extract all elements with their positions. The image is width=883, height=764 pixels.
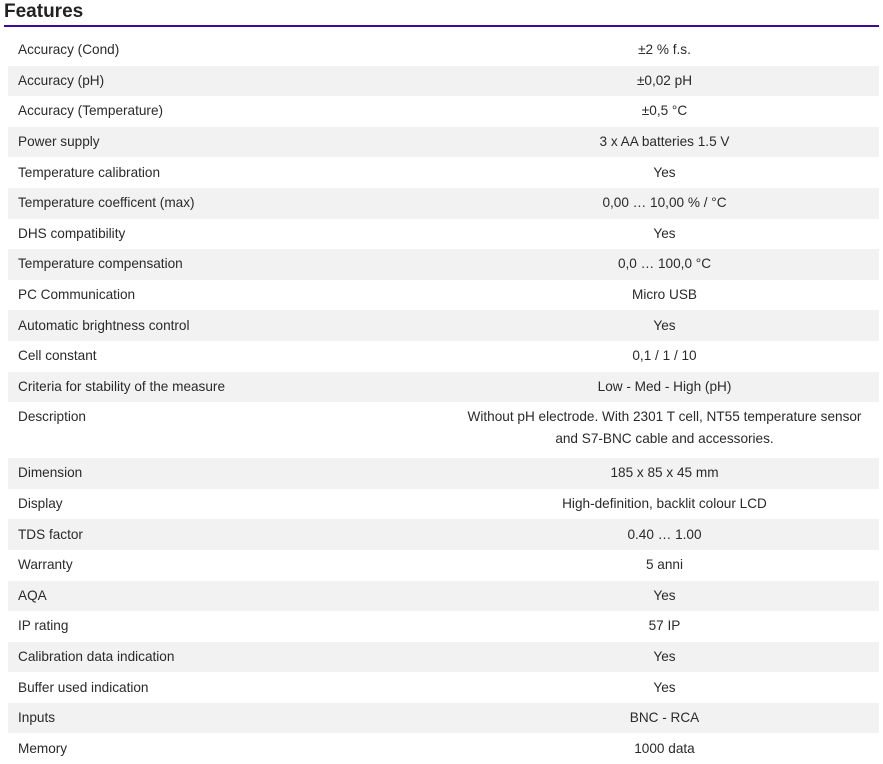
feature-value: 1000 data [634,740,695,756]
feature-label: Inputs [8,702,450,734]
table-row: Dimension 185 x 85 x 45 mm [8,458,879,489]
feature-value: Yes [450,641,879,673]
feature-label: Power supply [8,126,450,158]
feature-value: ±0,5 °C [641,103,688,119]
feature-value: 0.40 … 1.00 [450,519,879,550]
feature-label: Accuracy (Temperature) [18,103,164,119]
feature-value: Yes [653,679,676,695]
feature-label: Accuracy (pH) [8,65,450,97]
feature-value: 5 anni [645,557,684,573]
table-row: Accuracy (pH) ±0,02 pH [8,65,879,97]
feature-value: Yes [450,580,879,612]
table-row: Temperature coefficent (max) 0,00 … 10,00… [8,187,879,219]
feature-value: Micro USB [632,287,697,303]
table-row: Inputs BNC - RCA [8,702,879,734]
feature-label: Buffer used indication [18,679,149,695]
table-row: Accuracy (Cond) ±2 % f.s. [8,35,879,66]
table-row: Display High-definition, backlit colour L… [8,489,879,520]
table-row: Description Without pH electrode. With 23… [8,402,879,458]
feature-value: 57 IP [648,618,681,634]
feature-value: 0,00 … 10,00 % / °C [450,187,879,219]
table-row: IP rating 57 IP [8,611,879,642]
feature-label: PC Communication [18,287,136,303]
table-row: Memory 1000 data [8,733,879,764]
feature-label: Description [18,409,86,425]
feature-value: ±0,02 pH [450,65,879,97]
feature-label: Temperature compensation [8,249,450,280]
feature-label: DHS compatibility [18,225,126,241]
feature-label: Cell constant [18,348,97,364]
feature-value: 3 x AA batteries 1.5 V [450,126,879,158]
table-row: Temperature compensation 0,0 … 100,0 °C [8,249,879,280]
feature-value: Low - Med - High (pH) [450,371,879,403]
table-row: Power supply 3 x AA batteries 1.5 V [8,126,879,158]
feature-label: Accuracy (Cond) [18,42,120,58]
feature-label: Warranty [18,557,73,573]
feature-value: Yes [450,310,879,341]
feature-value: 0,0 … 100,0 °C [450,249,879,280]
feature-label: AQA [8,580,450,612]
feature-value: 185 x 85 x 45 mm [450,458,879,489]
feature-value: Yes [653,225,676,241]
table-row: Warranty 5 anni [8,550,879,581]
table-row: PC Communication Micro USB [8,280,879,311]
section-title: Features [4,1,84,22]
table-row: Criteria for stability of the measure Low… [8,371,879,403]
feature-label: TDS factor [8,519,450,550]
table-row: Temperature calibration Yes [8,157,879,188]
feature-value: High-definition, backlit colour LCD [562,496,767,512]
feature-label: Display [18,496,63,512]
table-row: Buffer used indication Yes [8,672,879,703]
table-row: DHS compatibility Yes [8,219,879,250]
feature-label: Temperature calibration [18,164,161,180]
table-row: Cell constant 0,1 / 1 / 10 [8,341,879,372]
title-divider [4,25,879,27]
table-row: TDS factor 0.40 … 1.00 [8,519,879,550]
feature-label: Calibration data indication [8,641,450,673]
feature-value: ±2 % f.s. [638,42,691,58]
table-row: Automatic brightness control Yes [8,310,879,341]
feature-value: Yes [653,164,676,180]
features-table: Accuracy (Cond) ±2 % f.s. Accuracy (pH) ±0,… [8,35,879,764]
table-row: AQA Yes [8,580,879,612]
feature-label: IP rating [18,618,69,634]
table-row: Calibration data indication Yes [8,641,879,673]
feature-label: Criteria for stability of the measure [8,371,450,403]
feature-value: BNC - RCA [450,702,879,734]
feature-label: Temperature coefficent (max) [8,187,450,219]
feature-label: Dimension [8,458,450,489]
feature-value: 0,1 / 1 / 10 [632,348,697,364]
feature-label: Automatic brightness control [8,310,450,341]
feature-label: Memory [18,740,68,756]
table-row: Accuracy (Temperature) ±0,5 °C [8,96,879,127]
feature-value: Without pH electrode. With 2301 T cell, … [467,409,862,447]
